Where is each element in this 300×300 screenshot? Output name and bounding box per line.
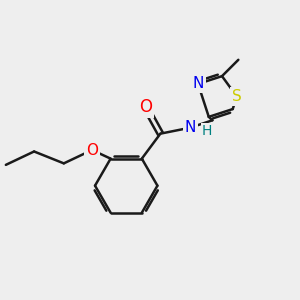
Text: H: H <box>201 124 212 138</box>
Text: S: S <box>232 89 242 104</box>
Text: N: N <box>192 76 204 92</box>
Text: N: N <box>184 120 196 135</box>
Text: O: O <box>139 98 152 116</box>
Text: O: O <box>86 142 98 158</box>
